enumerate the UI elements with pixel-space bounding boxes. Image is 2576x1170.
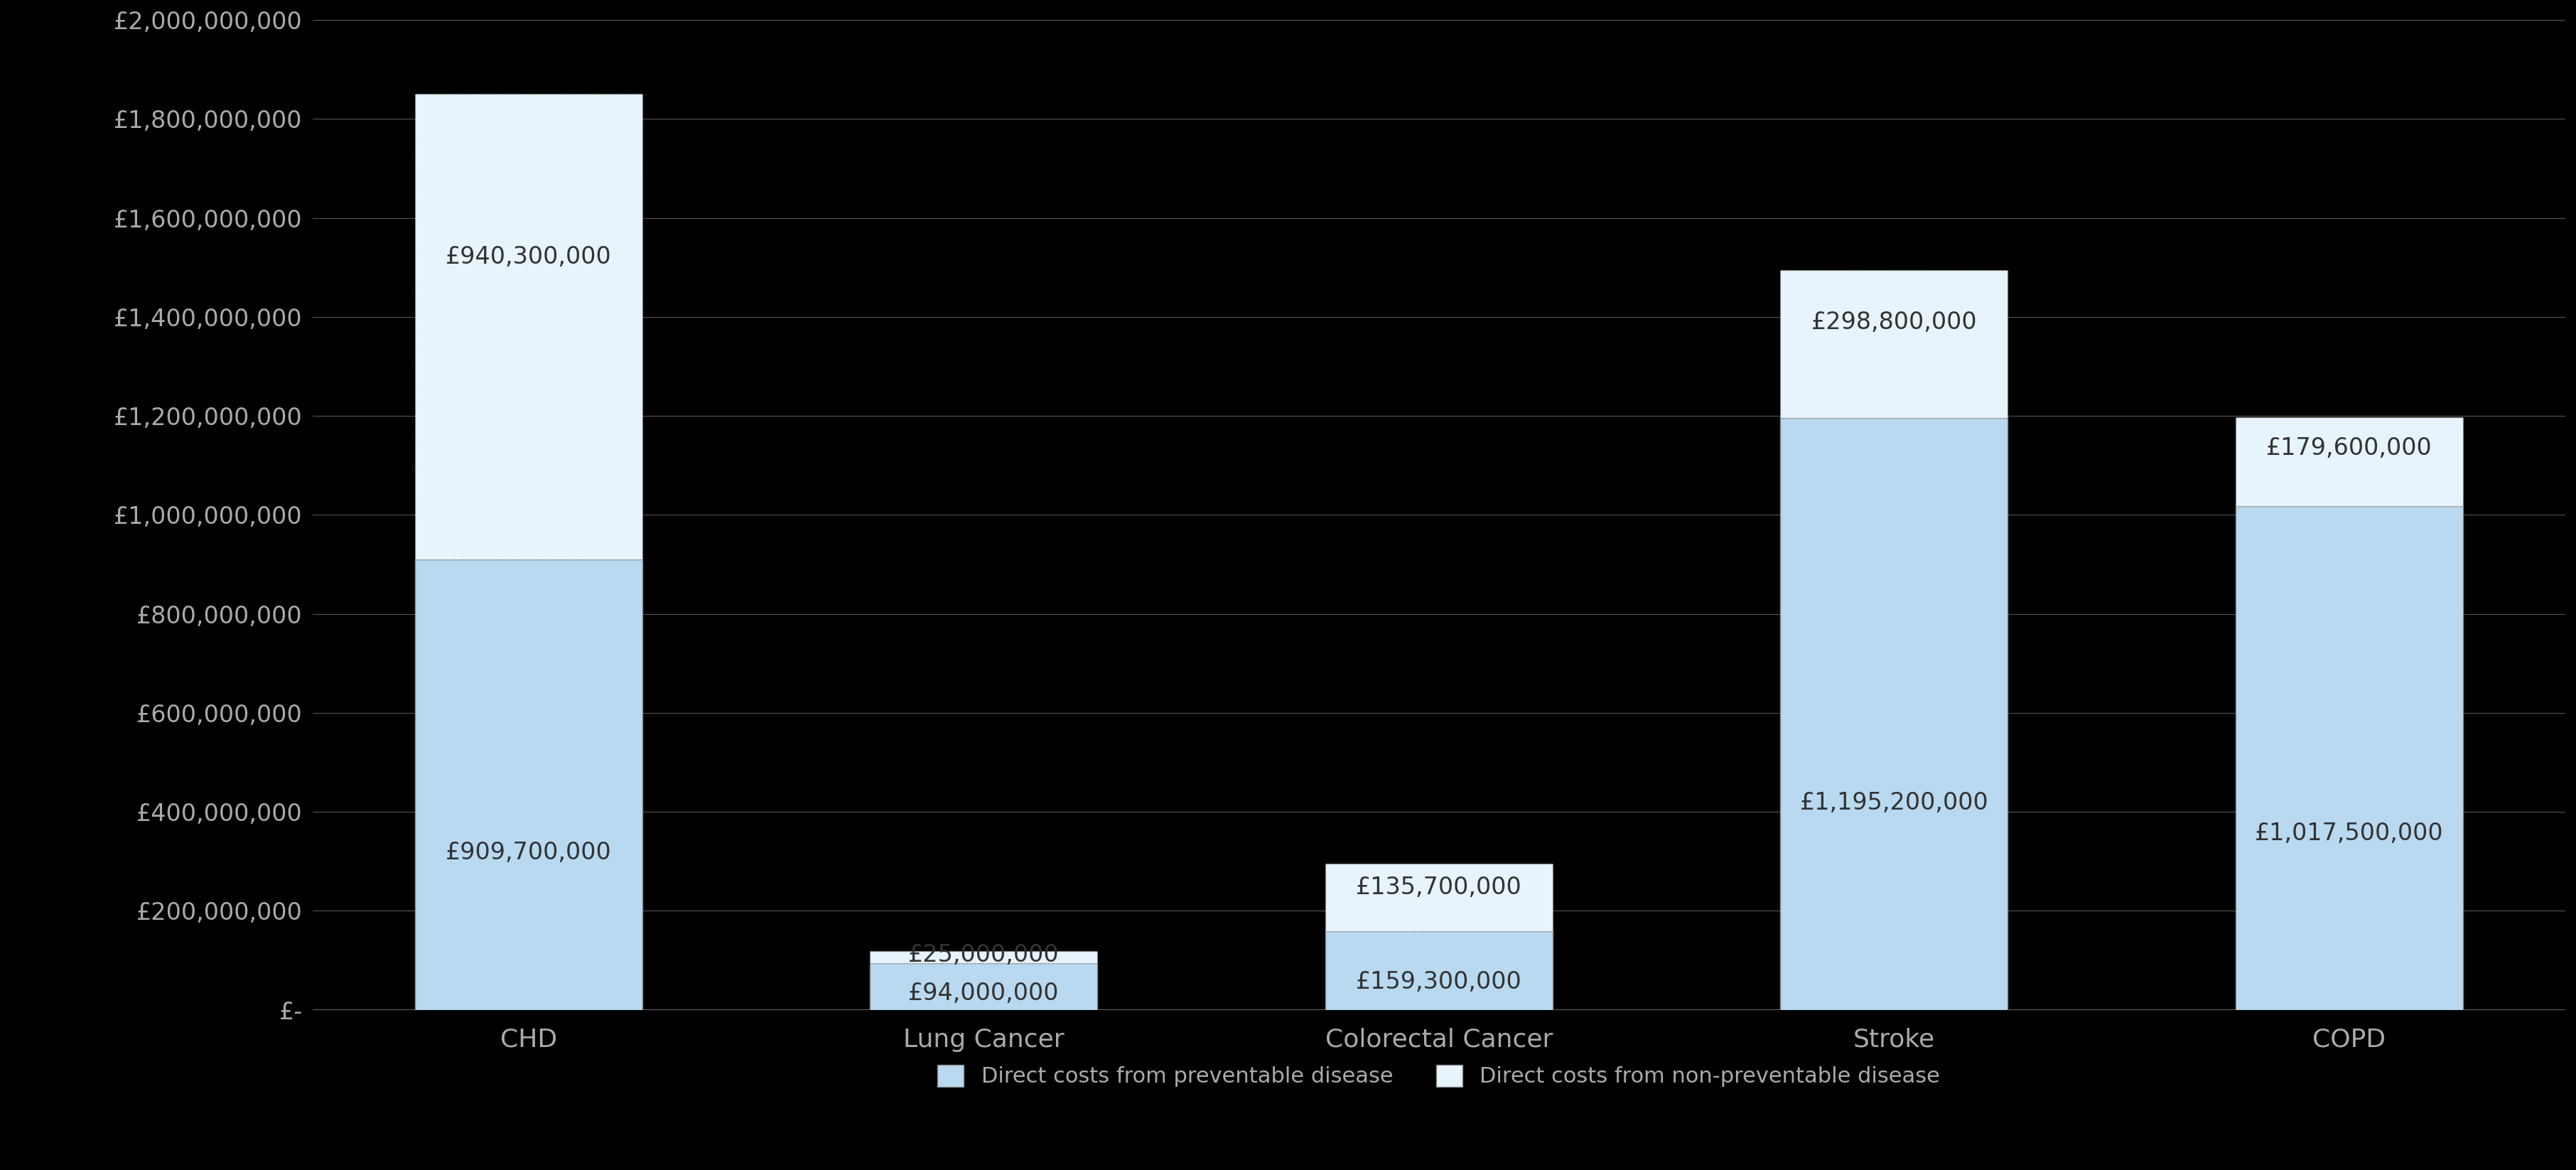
Text: £1,195,200,000: £1,195,200,000 bbox=[1801, 791, 1989, 814]
Text: £179,600,000: £179,600,000 bbox=[2267, 436, 2432, 460]
Bar bbox=[871, 951, 1097, 963]
Bar bbox=[871, 963, 1097, 1010]
Text: £159,300,000: £159,300,000 bbox=[1355, 971, 1522, 994]
Text: £25,000,000: £25,000,000 bbox=[909, 944, 1059, 968]
Bar bbox=[2236, 418, 2463, 507]
Text: £1,017,500,000: £1,017,500,000 bbox=[2254, 821, 2445, 846]
Bar bbox=[1780, 270, 2007, 419]
Bar bbox=[1324, 931, 1553, 1010]
Bar bbox=[415, 559, 641, 1010]
Legend: Direct costs from preventable disease, Direct costs from non-preventable disease: Direct costs from preventable disease, D… bbox=[927, 1054, 1950, 1099]
Text: £94,000,000: £94,000,000 bbox=[909, 982, 1059, 1005]
Bar bbox=[415, 94, 641, 559]
Bar bbox=[2236, 507, 2463, 1010]
Bar bbox=[1780, 419, 2007, 1010]
Text: £940,300,000: £940,300,000 bbox=[446, 246, 611, 269]
Text: £298,800,000: £298,800,000 bbox=[1811, 310, 1976, 333]
Text: £909,700,000: £909,700,000 bbox=[446, 840, 611, 863]
Text: £135,700,000: £135,700,000 bbox=[1355, 875, 1522, 899]
Bar bbox=[1324, 863, 1553, 931]
